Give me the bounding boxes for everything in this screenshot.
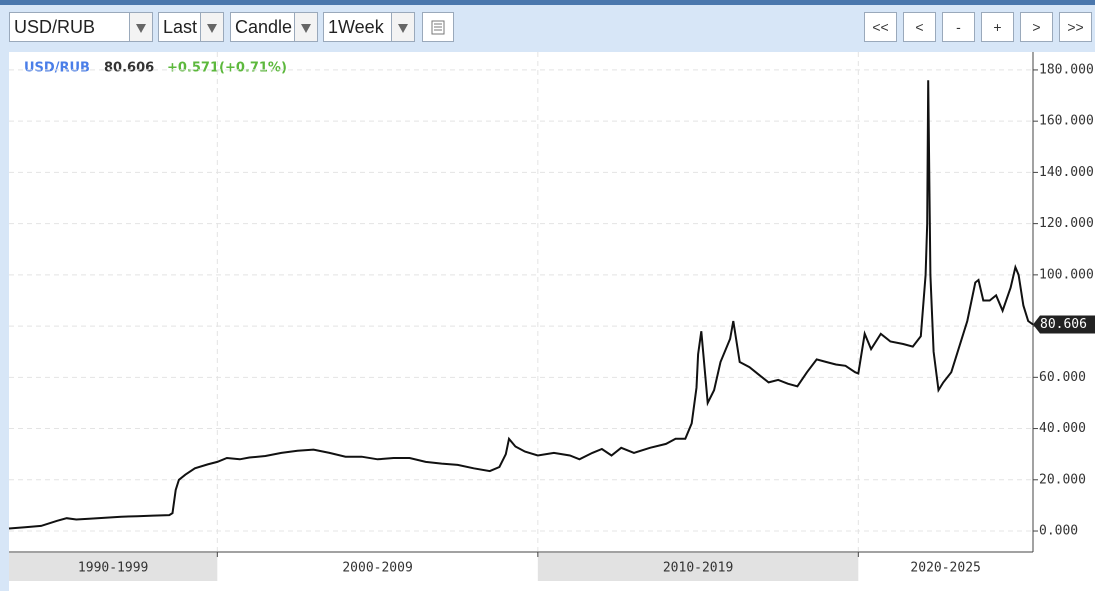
- x-tick-label: 2010-2019: [663, 561, 733, 576]
- nav-button[interactable]: <: [903, 12, 936, 42]
- change-label: +0.571(+0.71%): [167, 61, 287, 76]
- x-tick-label: 2020-2025: [910, 561, 980, 576]
- chart-panel: [9, 52, 1095, 591]
- chart-type-select[interactable]: Candle: [230, 12, 318, 42]
- y-tick-label: 0.000: [1039, 524, 1078, 539]
- symbol-text: USD/RUB: [14, 17, 96, 37]
- y-tick-label: 140.000: [1039, 165, 1094, 180]
- y-tick-label: 100.000: [1039, 267, 1094, 282]
- nav-button[interactable]: +: [981, 12, 1014, 42]
- last-value: 80.606: [104, 61, 154, 76]
- nav-button[interactable]: >: [1020, 12, 1053, 42]
- nav-button[interactable]: >>: [1059, 12, 1092, 42]
- y-tick-label: 60.000: [1039, 370, 1086, 385]
- y-axis-panel: [1033, 52, 1095, 552]
- dropdown-arrow: [129, 13, 152, 41]
- symbol-label: USD/RUB: [24, 61, 90, 76]
- symbol-select[interactable]: USD/RUB: [9, 12, 153, 42]
- price-select[interactable]: Last: [158, 12, 224, 42]
- last-value-tag-label: 80.606: [1040, 317, 1087, 332]
- table-icon: [431, 20, 445, 35]
- chart-type-text: Candle: [235, 17, 293, 37]
- y-tick-label: 120.000: [1039, 216, 1094, 231]
- nav-button[interactable]: -: [942, 12, 975, 42]
- dropdown-arrow: [200, 13, 223, 41]
- y-tick-label: 180.000: [1039, 62, 1094, 77]
- x-band: [537, 553, 859, 581]
- x-band: [9, 553, 218, 581]
- table-button[interactable]: [422, 12, 454, 42]
- x-tick-label: 1990-1999: [78, 561, 148, 576]
- price-line: [8, 80, 1034, 530]
- last-value-tag: [1033, 315, 1095, 334]
- interval-text: 1Week: [328, 17, 384, 37]
- dropdown-arrow: [391, 13, 414, 41]
- y-tick-label: 160.000: [1039, 114, 1094, 129]
- y-tick-label: 40.000: [1039, 421, 1086, 436]
- y-tick-label: 20.000: [1039, 472, 1086, 487]
- x-tick-label: 2000-2009: [342, 561, 412, 576]
- price-text: Last: [163, 17, 198, 37]
- dropdown-arrow: [294, 13, 317, 41]
- nav-button[interactable]: <<: [864, 12, 897, 42]
- top-bar: [0, 0, 1095, 5]
- interval-select[interactable]: 1Week: [323, 12, 415, 42]
